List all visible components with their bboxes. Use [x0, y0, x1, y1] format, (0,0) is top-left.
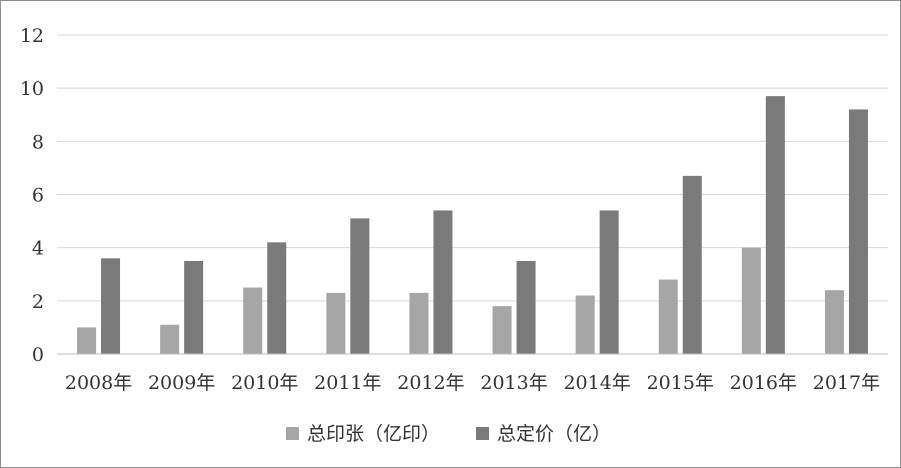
bar-sheets-2008年 — [77, 327, 97, 354]
x-tick-label: 2012年 — [397, 372, 464, 394]
bar-price-2009年 — [184, 260, 204, 354]
bars — [77, 96, 868, 355]
x-tick-label: 2010年 — [231, 372, 298, 394]
y-tick-label: 4 — [32, 238, 44, 260]
bar-sheets-2017年 — [824, 290, 844, 354]
x-tick-label: 2015年 — [647, 372, 714, 394]
bar-sheets-2014年 — [575, 295, 595, 354]
legend: 总印张（亿印） 总定价（亿） — [286, 423, 611, 445]
bar-price-2016年 — [765, 96, 785, 355]
x-tick-label: 2014年 — [563, 372, 630, 394]
bar-sheets-2015年 — [658, 279, 678, 354]
y-tick-label: 8 — [32, 131, 44, 153]
bar-price-2014年 — [599, 210, 619, 354]
bar-price-2015年 — [682, 175, 702, 354]
bar-price-2008年 — [101, 258, 121, 354]
x-tick-label: 2017年 — [813, 372, 880, 394]
legend-swatch — [476, 427, 489, 440]
bar-sheets-2012年 — [409, 292, 429, 354]
y-tick-label: 12 — [20, 25, 44, 47]
x-tick-label: 2013年 — [480, 372, 547, 394]
y-tick-label: 2 — [32, 291, 44, 313]
gridlines — [57, 34, 888, 302]
bar-sheets-2011年 — [326, 292, 346, 354]
x-tick-label: 2016年 — [730, 372, 797, 394]
bar-price-2011年 — [350, 218, 370, 354]
bar-price-2012年 — [433, 210, 453, 354]
bar-price-2013年 — [516, 260, 536, 354]
bar-sheets-2013年 — [492, 306, 512, 354]
legend-label: 总定价（亿） — [497, 423, 611, 445]
x-tick-label: 2009年 — [148, 372, 215, 394]
y-tick-label: 0 — [32, 344, 44, 366]
bar-sheets-2009年 — [160, 324, 180, 354]
bar-price-2010年 — [267, 242, 287, 354]
x-tick-label: 2008年 — [65, 372, 132, 394]
x-tick-label: 2011年 — [314, 372, 381, 394]
y-tick-label: 6 — [32, 185, 44, 207]
bar-sheets-2010年 — [243, 287, 263, 354]
x-axis-ticks: 2008年 2009年 2010年 2011年 2012年 2013年 2014年 2015年… — [65, 372, 880, 394]
y-axis-ticks: 0 2 4 6 8 10 12 — [20, 25, 44, 366]
bar-sheets-2016年 — [741, 247, 761, 354]
legend-label: 总印张（亿印） — [307, 423, 440, 445]
y-tick-label: 10 — [20, 78, 44, 100]
bar-price-2017年 — [848, 109, 868, 354]
legend-swatch — [286, 427, 299, 440]
